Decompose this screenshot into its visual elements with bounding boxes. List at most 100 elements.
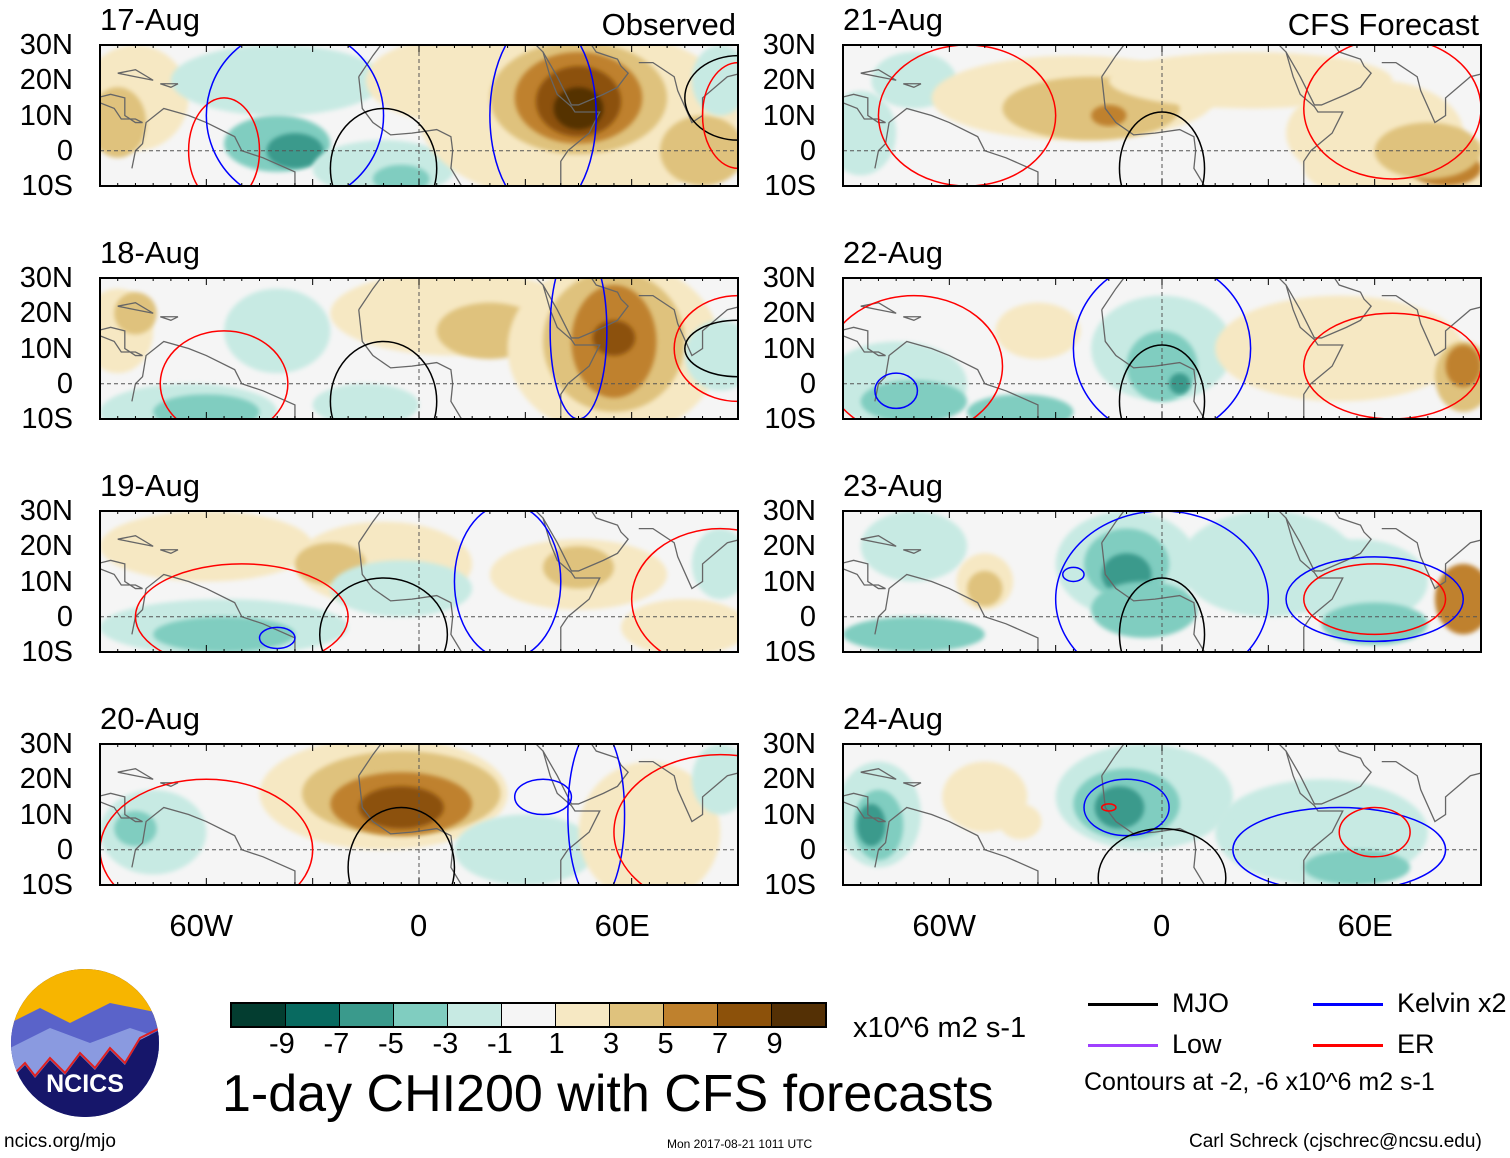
lat-label: 10S: [21, 403, 73, 436]
anomaly-region: [857, 803, 886, 847]
wave-contour: [205, 45, 385, 186]
legend-label: MJO: [1172, 988, 1229, 1018]
panel-source-label: Observed: [601, 7, 736, 42]
anomaly-region: [553, 87, 604, 130]
coastline: [358, 278, 601, 419]
wave-contour: [159, 330, 289, 419]
wave-contour: [1054, 511, 1270, 652]
coastline: [1381, 527, 1481, 590]
footer-author: Carl Schreck (cjschrec@ncsu.edu): [1189, 1131, 1482, 1152]
legend-label: ER: [1397, 1029, 1435, 1059]
lat-label: 10N: [19, 99, 73, 132]
footer-timestamp: Mon 2017-08-21 1011 UTC: [667, 1137, 813, 1151]
colorbar-swatch: [394, 1004, 448, 1026]
anomaly-region: [843, 90, 897, 176]
coastline: [358, 511, 601, 652]
colorbar-tick: -5: [378, 1028, 404, 1060]
colorbar-swatch: [502, 1004, 556, 1026]
colorbar-tick: -1: [487, 1028, 513, 1060]
coastline: [860, 68, 897, 81]
coastline: [1101, 278, 1344, 419]
colorbar-units: x10^6 m2 s-1: [853, 1012, 1027, 1044]
map-panel: [99, 44, 739, 187]
coastline: [638, 527, 738, 590]
lon-label: 60E: [594, 908, 650, 943]
coastline: [1101, 744, 1344, 885]
coastline: [843, 326, 886, 357]
ncics-logo: NCICS: [10, 968, 160, 1118]
lat-label: 30N: [19, 728, 73, 760]
lat-label: 10S: [21, 636, 73, 669]
anomaly-region: [1303, 849, 1411, 885]
coastline: [1285, 278, 1372, 339]
lat-label: 10N: [762, 798, 816, 831]
coastline: [358, 744, 601, 885]
anomaly-region: [100, 511, 313, 582]
lat-label: 30N: [19, 495, 73, 527]
anomaly-region: [684, 320, 738, 391]
lat-label: 20N: [762, 763, 816, 796]
wave-contour: [613, 753, 738, 885]
lon-label: 60W: [169, 908, 234, 943]
coastline: [542, 511, 629, 572]
anomaly-region: [621, 599, 738, 652]
coastline: [1285, 45, 1372, 106]
lat-label: 0: [56, 134, 73, 167]
panel-date: 24-Aug: [843, 701, 943, 736]
lat-label: 30N: [19, 29, 73, 61]
lat-label: 20N: [762, 297, 816, 330]
coastline: [638, 294, 738, 357]
anomaly-region: [860, 511, 968, 582]
lat-label: 30N: [762, 262, 816, 294]
coastline: [1381, 760, 1481, 823]
colorbar-swatch: [286, 1004, 340, 1026]
lat-label: 20N: [762, 530, 816, 563]
anomaly-region: [843, 616, 985, 652]
anomaly-region: [330, 560, 473, 617]
wave-contour: [1118, 577, 1206, 652]
anomaly-region: [1286, 539, 1428, 624]
legend-label: Kelvin x2: [1397, 988, 1507, 1018]
wave-contour: [1338, 806, 1411, 858]
anomaly-region: [372, 164, 430, 186]
coastline: [358, 45, 601, 186]
coastline: [100, 326, 143, 357]
lat-label: 0: [799, 600, 816, 633]
wave-contour: [1303, 312, 1481, 419]
lon-label: 60W: [912, 908, 977, 943]
colorbar-swatch: [340, 1004, 394, 1026]
lon-label: 0: [1153, 908, 1171, 943]
wave-contour: [630, 527, 738, 652]
panel-date: 22-Aug: [843, 235, 943, 270]
coastline: [903, 316, 922, 322]
wave-contour: [1285, 556, 1465, 643]
wave-contour: [489, 45, 597, 186]
lat-label: 0: [799, 134, 816, 167]
anomaly-region: [995, 302, 1081, 360]
colorbar-tick: 7: [712, 1028, 729, 1060]
coastline: [843, 93, 886, 124]
footer-url[interactable]: ncics.org/mjo: [4, 1131, 116, 1152]
colorbar-swatch: [610, 1004, 664, 1026]
map-panel: [99, 277, 739, 420]
anomaly-region: [100, 87, 147, 158]
lat-label: 20N: [19, 530, 73, 563]
colorbar-swatch: [718, 1004, 772, 1026]
anomaly-region: [1091, 104, 1127, 127]
anomaly-region: [224, 288, 331, 374]
wave-contour: [329, 107, 438, 186]
panel-date: 18-Aug: [100, 235, 200, 270]
lon-label: 60E: [1337, 908, 1393, 943]
coastline: [1381, 61, 1481, 124]
lat-label: 30N: [762, 495, 816, 527]
lat-label: 0: [56, 833, 73, 866]
anomaly-region: [942, 761, 1028, 833]
colorbar-swatch: [556, 1004, 610, 1026]
wave-contour: [1062, 566, 1085, 583]
wave-contour: [513, 778, 573, 816]
wave-contour: [1083, 778, 1170, 837]
colorbar-tick: 9: [766, 1028, 783, 1060]
panel-date: 20-Aug: [100, 701, 200, 736]
coastline: [131, 340, 296, 419]
